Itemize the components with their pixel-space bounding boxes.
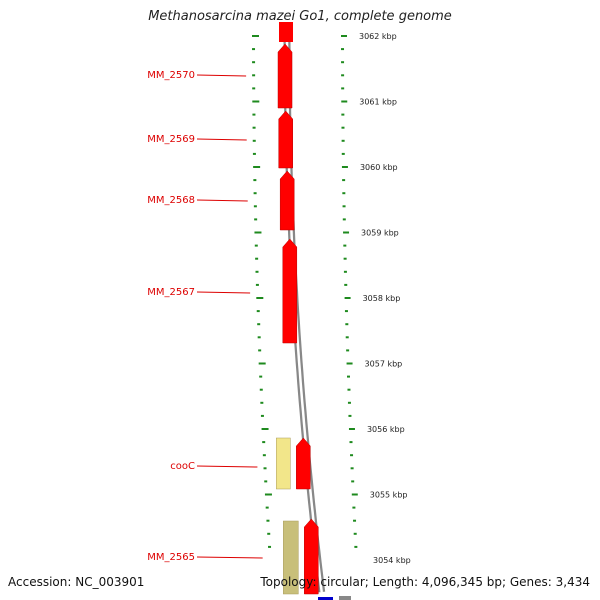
scale-label-3059: 3059 kbp — [361, 229, 399, 238]
gene-arrow-MM_2569 — [278, 110, 293, 169]
scale-label-3054: 3054 kbp — [373, 556, 411, 565]
accession-text: Accession: NC_003901 — [8, 575, 145, 589]
gene-arrow-cooC — [296, 437, 311, 490]
scale-label-3062: 3062 kbp — [359, 32, 397, 41]
gene-label-MM_2565: MM_2565 — [147, 552, 195, 563]
scale-label-3057: 3057 kbp — [365, 360, 403, 369]
blue-feature — [318, 597, 333, 600]
gene-label-MM_2570: MM_2570 — [147, 70, 195, 81]
gene-arrow-MM_2570 — [277, 43, 293, 109]
leader-line-MM_2567 — [196, 291, 251, 294]
scale-label-3061: 3061 kbp — [359, 98, 397, 107]
gene-block-MM_2565-partner — [283, 520, 299, 595]
topology-text: Topology: circular; Length: 4,096,345 bp… — [260, 575, 590, 589]
gene-arrow-partial — [279, 22, 293, 42]
scale-label-3058: 3058 kbp — [363, 294, 401, 303]
scale-label-3055: 3055 kbp — [370, 491, 408, 500]
map-title: Methanosarcina mazei Go1, complete genom… — [148, 9, 452, 24]
leader-line-cooC — [196, 465, 258, 468]
gene-label-MM_2569: MM_2569 — [147, 134, 195, 145]
gene-arrow-MM_2565 — [304, 518, 319, 595]
leader-line-MM_2568 — [196, 199, 248, 202]
grey-feature — [339, 596, 351, 600]
gene-block-cooC-partner — [276, 437, 291, 490]
leader-line-MM_2565 — [196, 556, 263, 559]
leader-line-MM_2569 — [196, 138, 247, 141]
scale-label-3056: 3056 kbp — [367, 425, 405, 434]
scale-label-3060: 3060 kbp — [360, 163, 398, 172]
gene-arrow-MM_2567 — [282, 238, 298, 344]
gene-arrow-MM_2568 — [279, 170, 295, 231]
leader-line-MM_2570 — [196, 74, 247, 77]
gene-label-MM_2567: MM_2567 — [147, 287, 195, 298]
gene-label-cooC: cooC — [170, 461, 195, 472]
gene-label-MM_2568: MM_2568 — [147, 195, 195, 206]
